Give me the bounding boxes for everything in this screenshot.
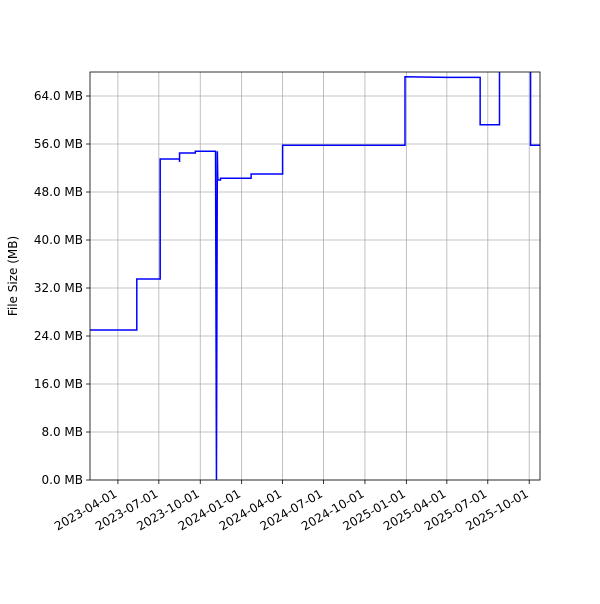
- y-axis-label: File Size (MB): [6, 236, 20, 316]
- plot-frame: [89, 71, 541, 481]
- y-tick-label: 24.0 MB: [34, 329, 83, 343]
- y-tick-label: 56.0 MB: [34, 137, 83, 151]
- plot-area: [90, 72, 540, 480]
- y-tick-label: 32.0 MB: [34, 281, 83, 295]
- data-line: [90, 72, 540, 480]
- y-tick-label: 64.0 MB: [34, 89, 83, 103]
- y-tick-label: 8.0 MB: [42, 425, 83, 439]
- y-tick-label: 16.0 MB: [34, 377, 83, 391]
- y-tick-label: 40.0 MB: [34, 233, 83, 247]
- y-tick-label: 0.0 MB: [42, 473, 83, 487]
- y-tick-label: 48.0 MB: [34, 185, 83, 199]
